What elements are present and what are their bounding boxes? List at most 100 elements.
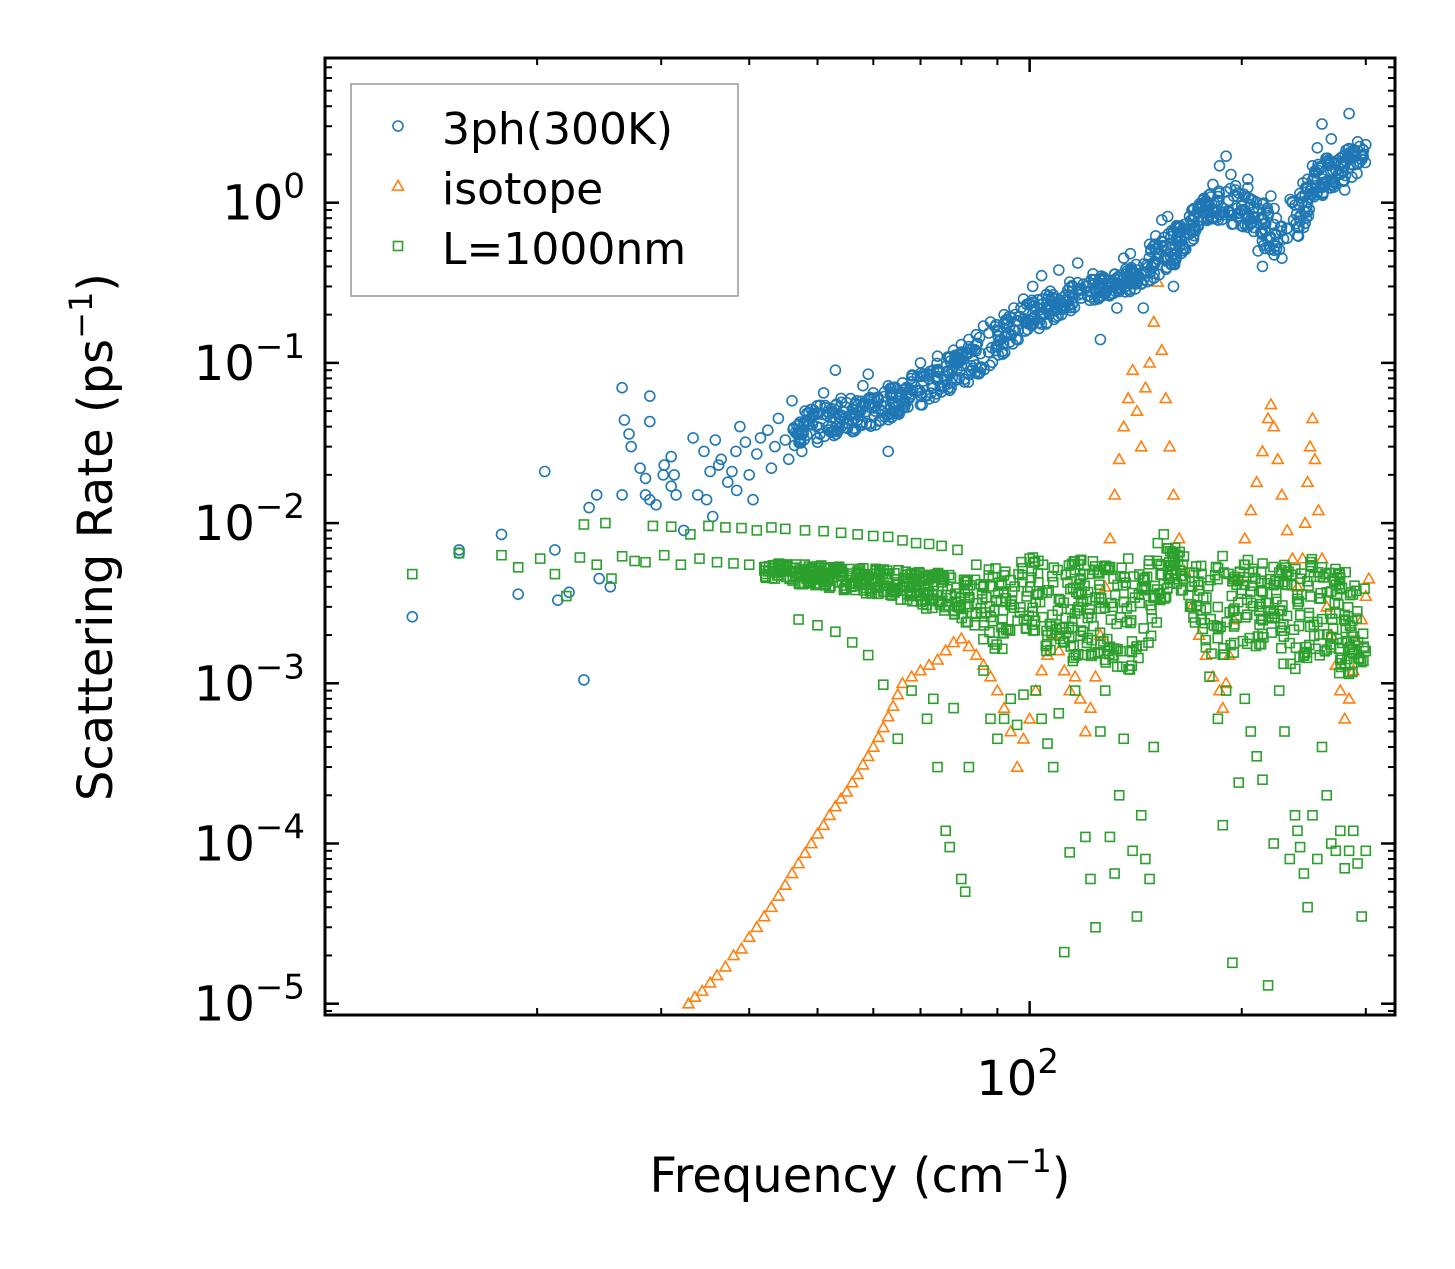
data-point	[1186, 581, 1198, 593]
y-axis-label: Scattering Rate (ps−1)	[62, 273, 124, 801]
data-point	[940, 825, 952, 837]
data-point	[877, 679, 889, 691]
data-point	[751, 525, 763, 536]
data-point	[1242, 173, 1254, 186]
data-point	[815, 560, 827, 571]
data-point	[811, 432, 824, 445]
data-point	[1162, 570, 1174, 582]
data-point	[639, 472, 652, 485]
data-point	[757, 909, 772, 922]
data-point	[998, 628, 1009, 639]
data-point	[1034, 303, 1047, 316]
data-point	[1314, 180, 1327, 193]
data-point	[1313, 592, 1325, 604]
data-point	[793, 614, 804, 625]
data-point	[1067, 622, 1078, 633]
data-point	[1359, 583, 1370, 595]
data-point	[1168, 560, 1179, 572]
data-point	[1088, 669, 1103, 682]
data-point	[969, 647, 984, 661]
legend-item: isotope	[391, 164, 603, 215]
data-point	[1047, 576, 1059, 588]
data-point	[875, 405, 887, 417]
data-point	[978, 363, 990, 376]
data-point	[1361, 571, 1376, 584]
data-point	[834, 791, 848, 804]
data-point	[1147, 257, 1160, 270]
data-point	[1013, 568, 1024, 580]
data-point	[795, 445, 808, 458]
data-point	[604, 580, 617, 593]
data-point	[1095, 726, 1106, 737]
data-point	[1289, 809, 1301, 821]
data-point	[640, 556, 651, 568]
data-point	[889, 587, 900, 598]
data-point	[1252, 245, 1264, 257]
data-point	[1090, 921, 1101, 933]
data-point	[1360, 138, 1372, 151]
data-point	[1302, 901, 1313, 913]
data-point	[1095, 639, 1106, 651]
data-point	[691, 489, 704, 501]
data-point	[728, 558, 739, 569]
data-point	[1015, 601, 1026, 613]
data-point	[871, 582, 883, 594]
data-point	[817, 387, 830, 399]
data-point	[1348, 825, 1359, 837]
data-point	[643, 415, 656, 428]
data-point	[1107, 487, 1122, 500]
data-point	[538, 465, 551, 478]
y-tick-exponent: −4	[255, 807, 305, 847]
data-point	[1246, 580, 1258, 592]
data-point	[1294, 841, 1306, 853]
data-point	[1087, 267, 1099, 280]
data-point	[549, 544, 561, 556]
data-point	[975, 361, 988, 373]
data-point	[1260, 232, 1273, 244]
data-point	[1213, 208, 1225, 221]
data-point	[616, 489, 628, 501]
data-point	[797, 427, 810, 440]
data-point	[1257, 774, 1268, 786]
data-point	[1276, 642, 1287, 654]
data-point	[959, 886, 971, 898]
legend-marker	[392, 240, 404, 252]
legend-marker	[391, 178, 405, 191]
data-point	[1130, 403, 1144, 417]
data-point	[959, 349, 972, 362]
data-point	[1275, 225, 1288, 237]
data-point	[1101, 561, 1112, 572]
data-point	[828, 424, 840, 437]
x-axis-label: Frequency (cm−1)	[649, 1142, 1070, 1204]
data-point	[1340, 615, 1351, 627]
data-point	[1242, 191, 1255, 204]
data-point	[1344, 666, 1355, 678]
data-point	[984, 316, 997, 328]
data-point	[681, 996, 696, 1009]
data-point	[1225, 639, 1236, 651]
data-point	[1281, 232, 1293, 244]
data-point	[1200, 634, 1211, 646]
data-point	[1319, 599, 1334, 612]
data-point	[1334, 152, 1347, 164]
data-point	[991, 324, 1004, 337]
data-point	[1217, 649, 1228, 661]
data-point	[1149, 580, 1160, 592]
data-point	[1213, 185, 1225, 197]
data-point	[997, 700, 1011, 714]
data-point	[1148, 741, 1159, 753]
data-point	[1069, 608, 1081, 619]
data-point	[1183, 210, 1196, 222]
data-point	[1284, 193, 1296, 206]
data-point	[1011, 719, 1023, 731]
data-point	[1121, 616, 1133, 628]
data-point	[1158, 391, 1173, 404]
axis-label-text: Scattering Rate (ps	[68, 339, 124, 801]
data-point	[1320, 568, 1331, 580]
data-point	[1318, 572, 1329, 583]
data-point	[1317, 186, 1330, 199]
data-point	[852, 529, 863, 540]
data-point	[1280, 523, 1295, 536]
data-point	[1216, 202, 1229, 214]
data-point	[862, 368, 875, 381]
